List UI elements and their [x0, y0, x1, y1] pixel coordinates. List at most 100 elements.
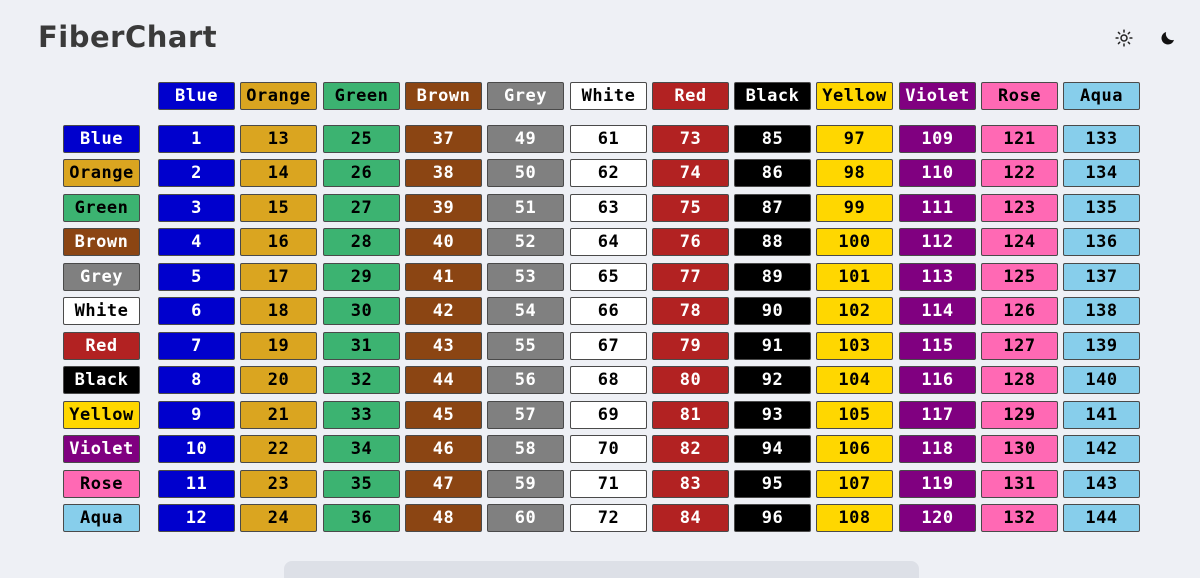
- row-header-grey: Grey: [63, 263, 140, 291]
- fiber-cell: 40: [405, 228, 482, 256]
- fiber-cell: 138: [1063, 297, 1140, 325]
- fiber-cell: 65: [570, 263, 647, 291]
- fiber-cell: 71: [570, 470, 647, 498]
- fiber-cell: 53: [487, 263, 564, 291]
- fiber-cell: 99: [816, 194, 893, 222]
- row-header-black: Black: [63, 366, 140, 394]
- fiber-cell: 119: [899, 470, 976, 498]
- fiber-cell: 72: [570, 504, 647, 532]
- fiber-cell: 16: [240, 228, 317, 256]
- fiber-cell: 134: [1063, 159, 1140, 187]
- fiber-cell: 86: [734, 159, 811, 187]
- fiber-cell: 12: [158, 504, 235, 532]
- fiber-cell: 46: [405, 435, 482, 463]
- fiber-cell: 87: [734, 194, 811, 222]
- row-header-red: Red: [63, 332, 140, 360]
- fiber-cell: 8: [158, 366, 235, 394]
- fiber-cell: 137: [1063, 263, 1140, 291]
- fiber-cell: 67: [570, 332, 647, 360]
- fiber-cell: 106: [816, 435, 893, 463]
- fiber-cell: 111: [899, 194, 976, 222]
- fiber-cell: 96: [734, 504, 811, 532]
- fiber-cell: 127: [981, 332, 1058, 360]
- fiber-cell: 44: [405, 366, 482, 394]
- fiber-cell: 79: [652, 332, 729, 360]
- fiber-cell: 52: [487, 228, 564, 256]
- column-header-blue: Blue: [158, 82, 235, 110]
- fiber-cell: 124: [981, 228, 1058, 256]
- fiber-cell: 4: [158, 228, 235, 256]
- fiber-cell: 57: [487, 401, 564, 429]
- fiber-cell: 18: [240, 297, 317, 325]
- fiber-cell: 104: [816, 366, 893, 394]
- fiber-cell: 132: [981, 504, 1058, 532]
- fiber-cell: 105: [816, 401, 893, 429]
- fiber-cell: 118: [899, 435, 976, 463]
- fiber-cell: 7: [158, 332, 235, 360]
- fiber-cell: 20: [240, 366, 317, 394]
- fiber-cell: 51: [487, 194, 564, 222]
- horizontal-scrollbar[interactable]: [284, 561, 919, 578]
- fiber-cell: 90: [734, 297, 811, 325]
- sun-icon[interactable]: [1112, 26, 1136, 50]
- fiber-cell: 122: [981, 159, 1058, 187]
- fiber-cell: 30: [323, 297, 400, 325]
- fiber-cell: 123: [981, 194, 1058, 222]
- fiber-cell: 89: [734, 263, 811, 291]
- fiber-cell: 77: [652, 263, 729, 291]
- fiber-cell: 144: [1063, 504, 1140, 532]
- fiber-cell: 42: [405, 297, 482, 325]
- fiber-cell: 121: [981, 125, 1058, 153]
- fiber-cell: 38: [405, 159, 482, 187]
- fiber-cell: 115: [899, 332, 976, 360]
- fiber-cell: 113: [899, 263, 976, 291]
- fiber-cell: 1: [158, 125, 235, 153]
- fiber-cell: 3: [158, 194, 235, 222]
- fiber-cell: 63: [570, 194, 647, 222]
- fiber-cell: 120: [899, 504, 976, 532]
- fiber-cell: 109: [899, 125, 976, 153]
- fiber-cell: 21: [240, 401, 317, 429]
- fiber-cell: 88: [734, 228, 811, 256]
- fiber-cell: 62: [570, 159, 647, 187]
- fiber-cell: 31: [323, 332, 400, 360]
- fiber-cell: 85: [734, 125, 811, 153]
- row-header-violet: Violet: [63, 435, 140, 463]
- fiber-cell: 140: [1063, 366, 1140, 394]
- fiber-cell: 25: [323, 125, 400, 153]
- fiber-cell: 5: [158, 263, 235, 291]
- fiber-cell: 93: [734, 401, 811, 429]
- moon-icon[interactable]: [1156, 26, 1180, 50]
- fiber-cell: 41: [405, 263, 482, 291]
- row-header-brown: Brown: [63, 228, 140, 256]
- fiber-cell: 128: [981, 366, 1058, 394]
- fiber-cell: 22: [240, 435, 317, 463]
- column-header-black: Black: [734, 82, 811, 110]
- fiber-cell: 27: [323, 194, 400, 222]
- fiber-cell: 76: [652, 228, 729, 256]
- fiber-cell: 116: [899, 366, 976, 394]
- row-header-orange: Orange: [63, 159, 140, 187]
- fiber-cell: 94: [734, 435, 811, 463]
- row-header-rose: Rose: [63, 470, 140, 498]
- fiber-cell: 142: [1063, 435, 1140, 463]
- fiber-cell: 48: [405, 504, 482, 532]
- fiber-cell: 129: [981, 401, 1058, 429]
- fiber-cell: 74: [652, 159, 729, 187]
- fiber-cell: 13: [240, 125, 317, 153]
- column-header-yellow: Yellow: [816, 82, 893, 110]
- fiber-cell: 101: [816, 263, 893, 291]
- fiber-cell: 141: [1063, 401, 1140, 429]
- fiber-cell: 60: [487, 504, 564, 532]
- fiber-cell: 102: [816, 297, 893, 325]
- fiber-cell: 28: [323, 228, 400, 256]
- fiber-cell: 125: [981, 263, 1058, 291]
- fiber-cell: 29: [323, 263, 400, 291]
- row-header-aqua: Aqua: [63, 504, 140, 532]
- fiber-cell: 43: [405, 332, 482, 360]
- fiber-cell: 81: [652, 401, 729, 429]
- fiber-cell: 54: [487, 297, 564, 325]
- fiber-cell: 19: [240, 332, 317, 360]
- fiber-cell: 133: [1063, 125, 1140, 153]
